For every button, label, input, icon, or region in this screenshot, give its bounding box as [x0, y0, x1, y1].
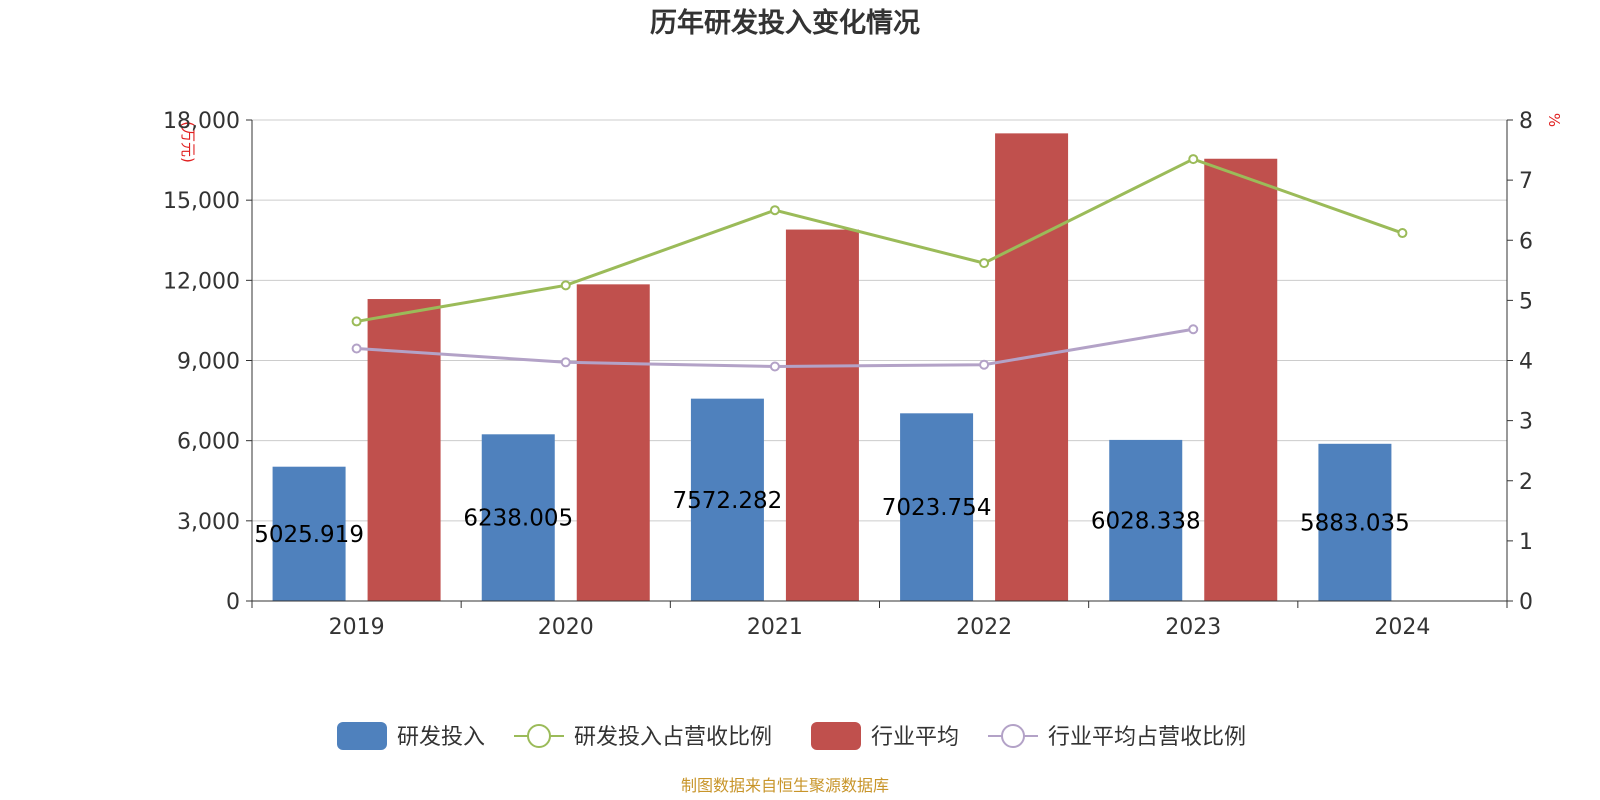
x-tick-label: 2023 — [1165, 615, 1221, 640]
right-tick-label: 5 — [1519, 289, 1533, 314]
right-tick-label: 1 — [1519, 530, 1533, 555]
x-tick-label: 2022 — [956, 615, 1012, 640]
line-point — [769, 205, 780, 216]
data-labels: 5025.919 6238.005 7572.282 7023.754 6028.338… — [254, 488, 1410, 548]
legend-bar-swatch — [337, 722, 387, 750]
x-tick-label: 2019 — [329, 615, 385, 640]
right-tick-label: 3 — [1519, 410, 1533, 435]
legend-label: 行业平均占营收比例 — [1048, 725, 1246, 750]
bar — [1318, 443, 1392, 601]
bar — [272, 466, 346, 601]
legend-bar-swatch — [811, 722, 861, 750]
bar-data-label: 6028.338 — [1091, 508, 1201, 534]
left-tick-label: 15,000 — [163, 189, 240, 214]
source-note: 制图数据来自恒生聚源数据库 — [681, 776, 889, 795]
line-point — [769, 361, 780, 372]
left-tick-label: 3,000 — [177, 510, 240, 535]
x-tick-label: 2024 — [1374, 615, 1430, 640]
right-tick-label: 4 — [1519, 350, 1533, 375]
axes: 0 3,000 6,000 9,000 12,000 15,000 18,000 0 1 2 3 4 5… — [163, 109, 1533, 640]
legend[interactable]: 研发投入 研发投入占营收比例 行业平均 行业平均占营收比例 — [337, 722, 1246, 750]
legend-label: 行业平均 — [871, 725, 959, 750]
line-point — [1188, 154, 1199, 165]
line-point — [560, 357, 571, 368]
right-tick-label: 6 — [1519, 229, 1533, 254]
legend-label: 研发投入 — [397, 725, 485, 750]
line-point — [979, 359, 990, 370]
line-point — [560, 280, 571, 291]
x-tick-label: 2021 — [747, 615, 803, 640]
line-point — [351, 343, 362, 354]
bar-data-label: 6238.005 — [463, 506, 573, 532]
bar-data-label: 7572.282 — [673, 488, 783, 514]
x-tick-label: 2020 — [538, 615, 594, 640]
line-point — [979, 258, 990, 269]
left-tick-label: 18,000 — [163, 109, 240, 134]
line-point — [351, 316, 362, 327]
bar — [367, 299, 441, 601]
bar — [1204, 158, 1278, 601]
right-tick-label: 8 — [1519, 109, 1533, 134]
bar-data-label: 5883.035 — [1300, 510, 1410, 536]
bar — [576, 284, 650, 601]
bar — [1109, 439, 1183, 601]
bar-data-label: 7023.754 — [882, 495, 992, 521]
legend-label: 研发投入占营收比例 — [574, 725, 772, 750]
bar — [900, 413, 974, 601]
right-tick-label: 2 — [1519, 470, 1533, 495]
left-tick-label: 6,000 — [177, 430, 240, 455]
bar-data-label: 5025.919 — [254, 522, 364, 548]
bar — [995, 133, 1069, 601]
left-tick-label: 0 — [226, 590, 240, 615]
legend-line-marker — [1001, 724, 1025, 748]
left-tick-label: 9,000 — [177, 350, 240, 375]
bar — [690, 398, 764, 601]
chart-title: 历年研发投入变化情况 — [650, 7, 920, 39]
left-tick-label: 12,000 — [163, 269, 240, 294]
right-axis-unit: % — [1545, 113, 1563, 127]
left-axis-unit: (万元) — [179, 121, 197, 163]
legend-line-marker — [527, 724, 551, 748]
line-point — [1188, 324, 1199, 335]
right-tick-label: 0 — [1519, 590, 1533, 615]
right-tick-label: 7 — [1519, 169, 1533, 194]
bar — [481, 434, 555, 601]
bar — [785, 229, 859, 602]
series-line — [356, 157, 1403, 323]
lines — [351, 154, 1408, 372]
bars — [272, 133, 1392, 602]
line-point — [1397, 228, 1408, 239]
